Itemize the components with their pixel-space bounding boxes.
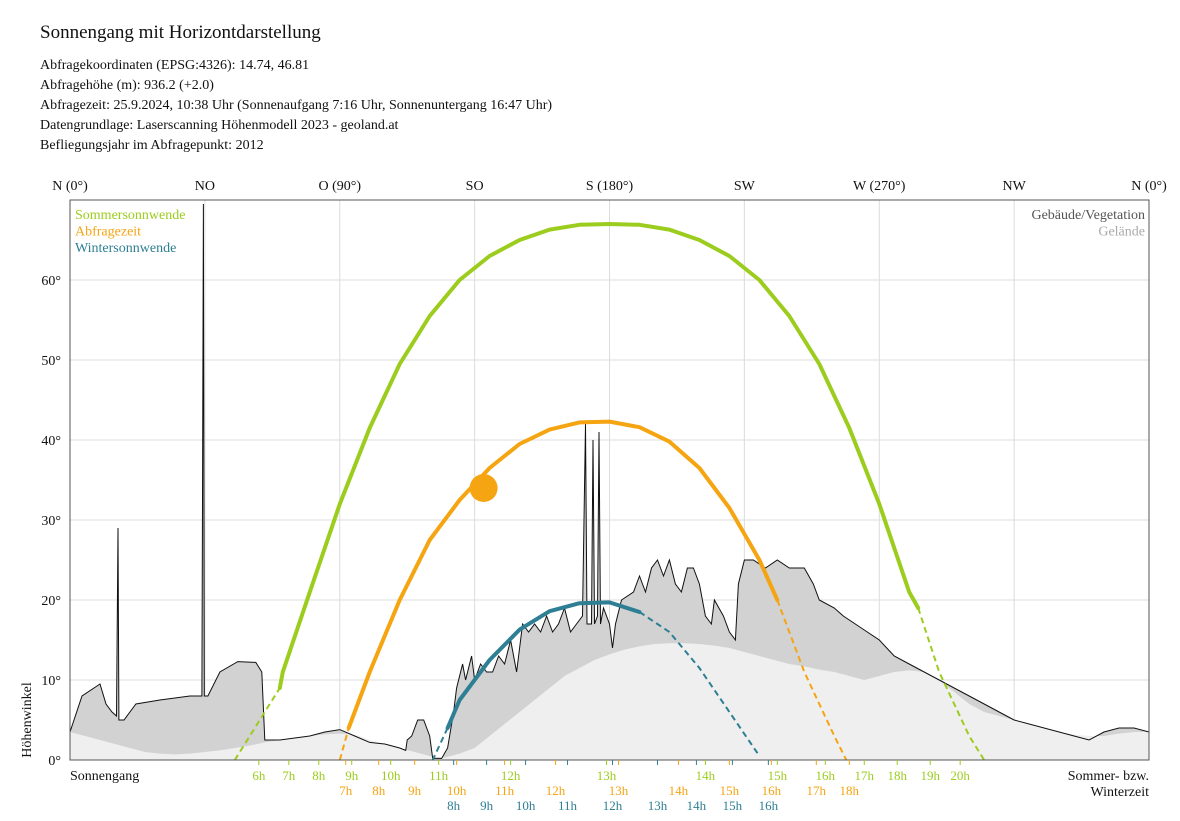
legend-left-item: Abfragezeit xyxy=(75,225,141,240)
legend-right-item: Gelände xyxy=(1098,225,1145,240)
legend-right-item: Gebäude/Vegetation xyxy=(1031,208,1145,223)
summer-path-visible xyxy=(277,222,921,690)
time-label: 8h xyxy=(312,768,326,783)
plot-frame xyxy=(69,199,1150,761)
time-label: 15h xyxy=(720,783,740,798)
top-tick-label: SW xyxy=(734,179,756,194)
top-tick-label: N (0°) xyxy=(1131,179,1167,194)
time-label: 18h xyxy=(887,768,907,783)
time-label: 9h xyxy=(480,798,494,813)
bottom-right-label-1: Sommer- bzw. xyxy=(1068,769,1149,784)
sun-paths xyxy=(233,222,986,761)
y-axis-label: Höhenwinkel xyxy=(20,682,35,758)
query-path-hidden xyxy=(776,599,848,761)
horizon-outline xyxy=(69,203,1150,759)
top-tick-label: SO xyxy=(466,179,484,194)
time-label: 7h xyxy=(339,783,353,798)
y-tick-label: 10° xyxy=(41,674,61,689)
top-tick-label: NO xyxy=(195,179,215,194)
time-label: 12h xyxy=(603,798,623,813)
top-tick-label: W (270°) xyxy=(853,179,906,194)
info-data-source: Datengrundlage: Laserscanning Höhenmodel… xyxy=(40,118,399,133)
info-height: Abfragehöhe (m): 936.2 (+2.0) xyxy=(40,78,214,93)
info-flight-year: Befliegungsjahr im Abfragepunkt: 2012 xyxy=(40,138,264,153)
query-path-hidden xyxy=(338,727,350,761)
time-label: 11h xyxy=(495,783,515,798)
y-tick-label: 0° xyxy=(48,754,61,769)
legend: Sommersonnwende AbfragezeitWintersonnwend… xyxy=(75,208,1145,256)
time-label: 17h xyxy=(807,783,827,798)
time-labels: 6h 7h 8h 9h 10h 11h 12h 13h 14h 15h 16h 17h 18h 19h 20… xyxy=(252,760,970,813)
time-label: 10h xyxy=(447,783,467,798)
time-label: 14h xyxy=(687,798,707,813)
time-label: 18h xyxy=(840,783,860,798)
y-tick-label: 30° xyxy=(41,514,61,529)
query-path-visible xyxy=(346,419,780,730)
top-tick-label: NW xyxy=(1002,179,1026,194)
time-label: 15h xyxy=(723,798,743,813)
time-label: 8h xyxy=(372,783,386,798)
top-tick-label: O (90°) xyxy=(318,179,361,194)
bottom-right-label-2: Winterzeit xyxy=(1090,785,1149,800)
page-title: Sonnengang mit Horizontdarstellung xyxy=(40,22,321,43)
y-tick-label: 60° xyxy=(41,274,61,289)
axes: N (0°) NO O (90°) SO S (180°) SW W (270°) NW N (… xyxy=(20,179,1167,800)
time-label: 11h xyxy=(429,768,449,783)
time-label: 10h xyxy=(381,768,401,783)
time-label: 13h xyxy=(609,783,629,798)
time-label: 15h xyxy=(768,768,788,783)
time-label: 16h xyxy=(816,768,836,783)
time-label: 13h xyxy=(597,768,617,783)
time-label: 19h xyxy=(920,768,940,783)
time-label: 12h xyxy=(501,768,521,783)
time-label: 10h xyxy=(516,798,536,813)
y-tick-label: 20° xyxy=(41,594,61,609)
top-tick-label: S (180°) xyxy=(586,179,634,194)
time-label: 16h xyxy=(762,783,782,798)
time-label: 7h xyxy=(282,768,296,783)
sun-marker xyxy=(469,474,498,502)
time-label: 8h xyxy=(447,798,461,813)
bottom-left-label: Sonnengang xyxy=(70,769,139,784)
vegetation-area xyxy=(70,204,1149,760)
time-label: 9h xyxy=(345,768,359,783)
summer-path-hidden xyxy=(917,607,986,761)
time-label: 11h xyxy=(558,798,578,813)
time-label: 12h xyxy=(546,783,566,798)
info-query-time: Abfragezeit: 25.9.2024, 10:38 Uhr (Sonne… xyxy=(40,98,553,113)
time-label: 13h xyxy=(648,798,668,813)
info-coordinates: Abfragekoordinaten (EPSG:4326): 14.74, 4… xyxy=(40,58,310,73)
time-label: 20h xyxy=(950,768,970,783)
time-label: 17h xyxy=(855,768,875,783)
terrain-area xyxy=(70,643,1149,760)
time-label: 6h xyxy=(252,768,266,783)
horizon-profile xyxy=(69,203,1150,760)
top-tick-label: N (0°) xyxy=(52,179,88,194)
time-label: 9h xyxy=(408,783,422,798)
winter-path-visible xyxy=(445,600,642,730)
y-tick-label: 40° xyxy=(41,434,61,449)
legend-left-item: Wintersonnwende xyxy=(75,241,176,256)
chart-header: Sonnengang mit Horizontdarstellung Abfra… xyxy=(40,20,552,156)
legend-left-item: Sommersonnwende xyxy=(75,208,185,223)
y-tick-label: 50° xyxy=(41,354,61,369)
time-label: 14h xyxy=(669,783,689,798)
time-label: 14h xyxy=(696,768,716,783)
time-label: 16h xyxy=(759,798,779,813)
winter-path-hidden xyxy=(638,611,761,757)
winter-path-hidden xyxy=(431,727,449,761)
